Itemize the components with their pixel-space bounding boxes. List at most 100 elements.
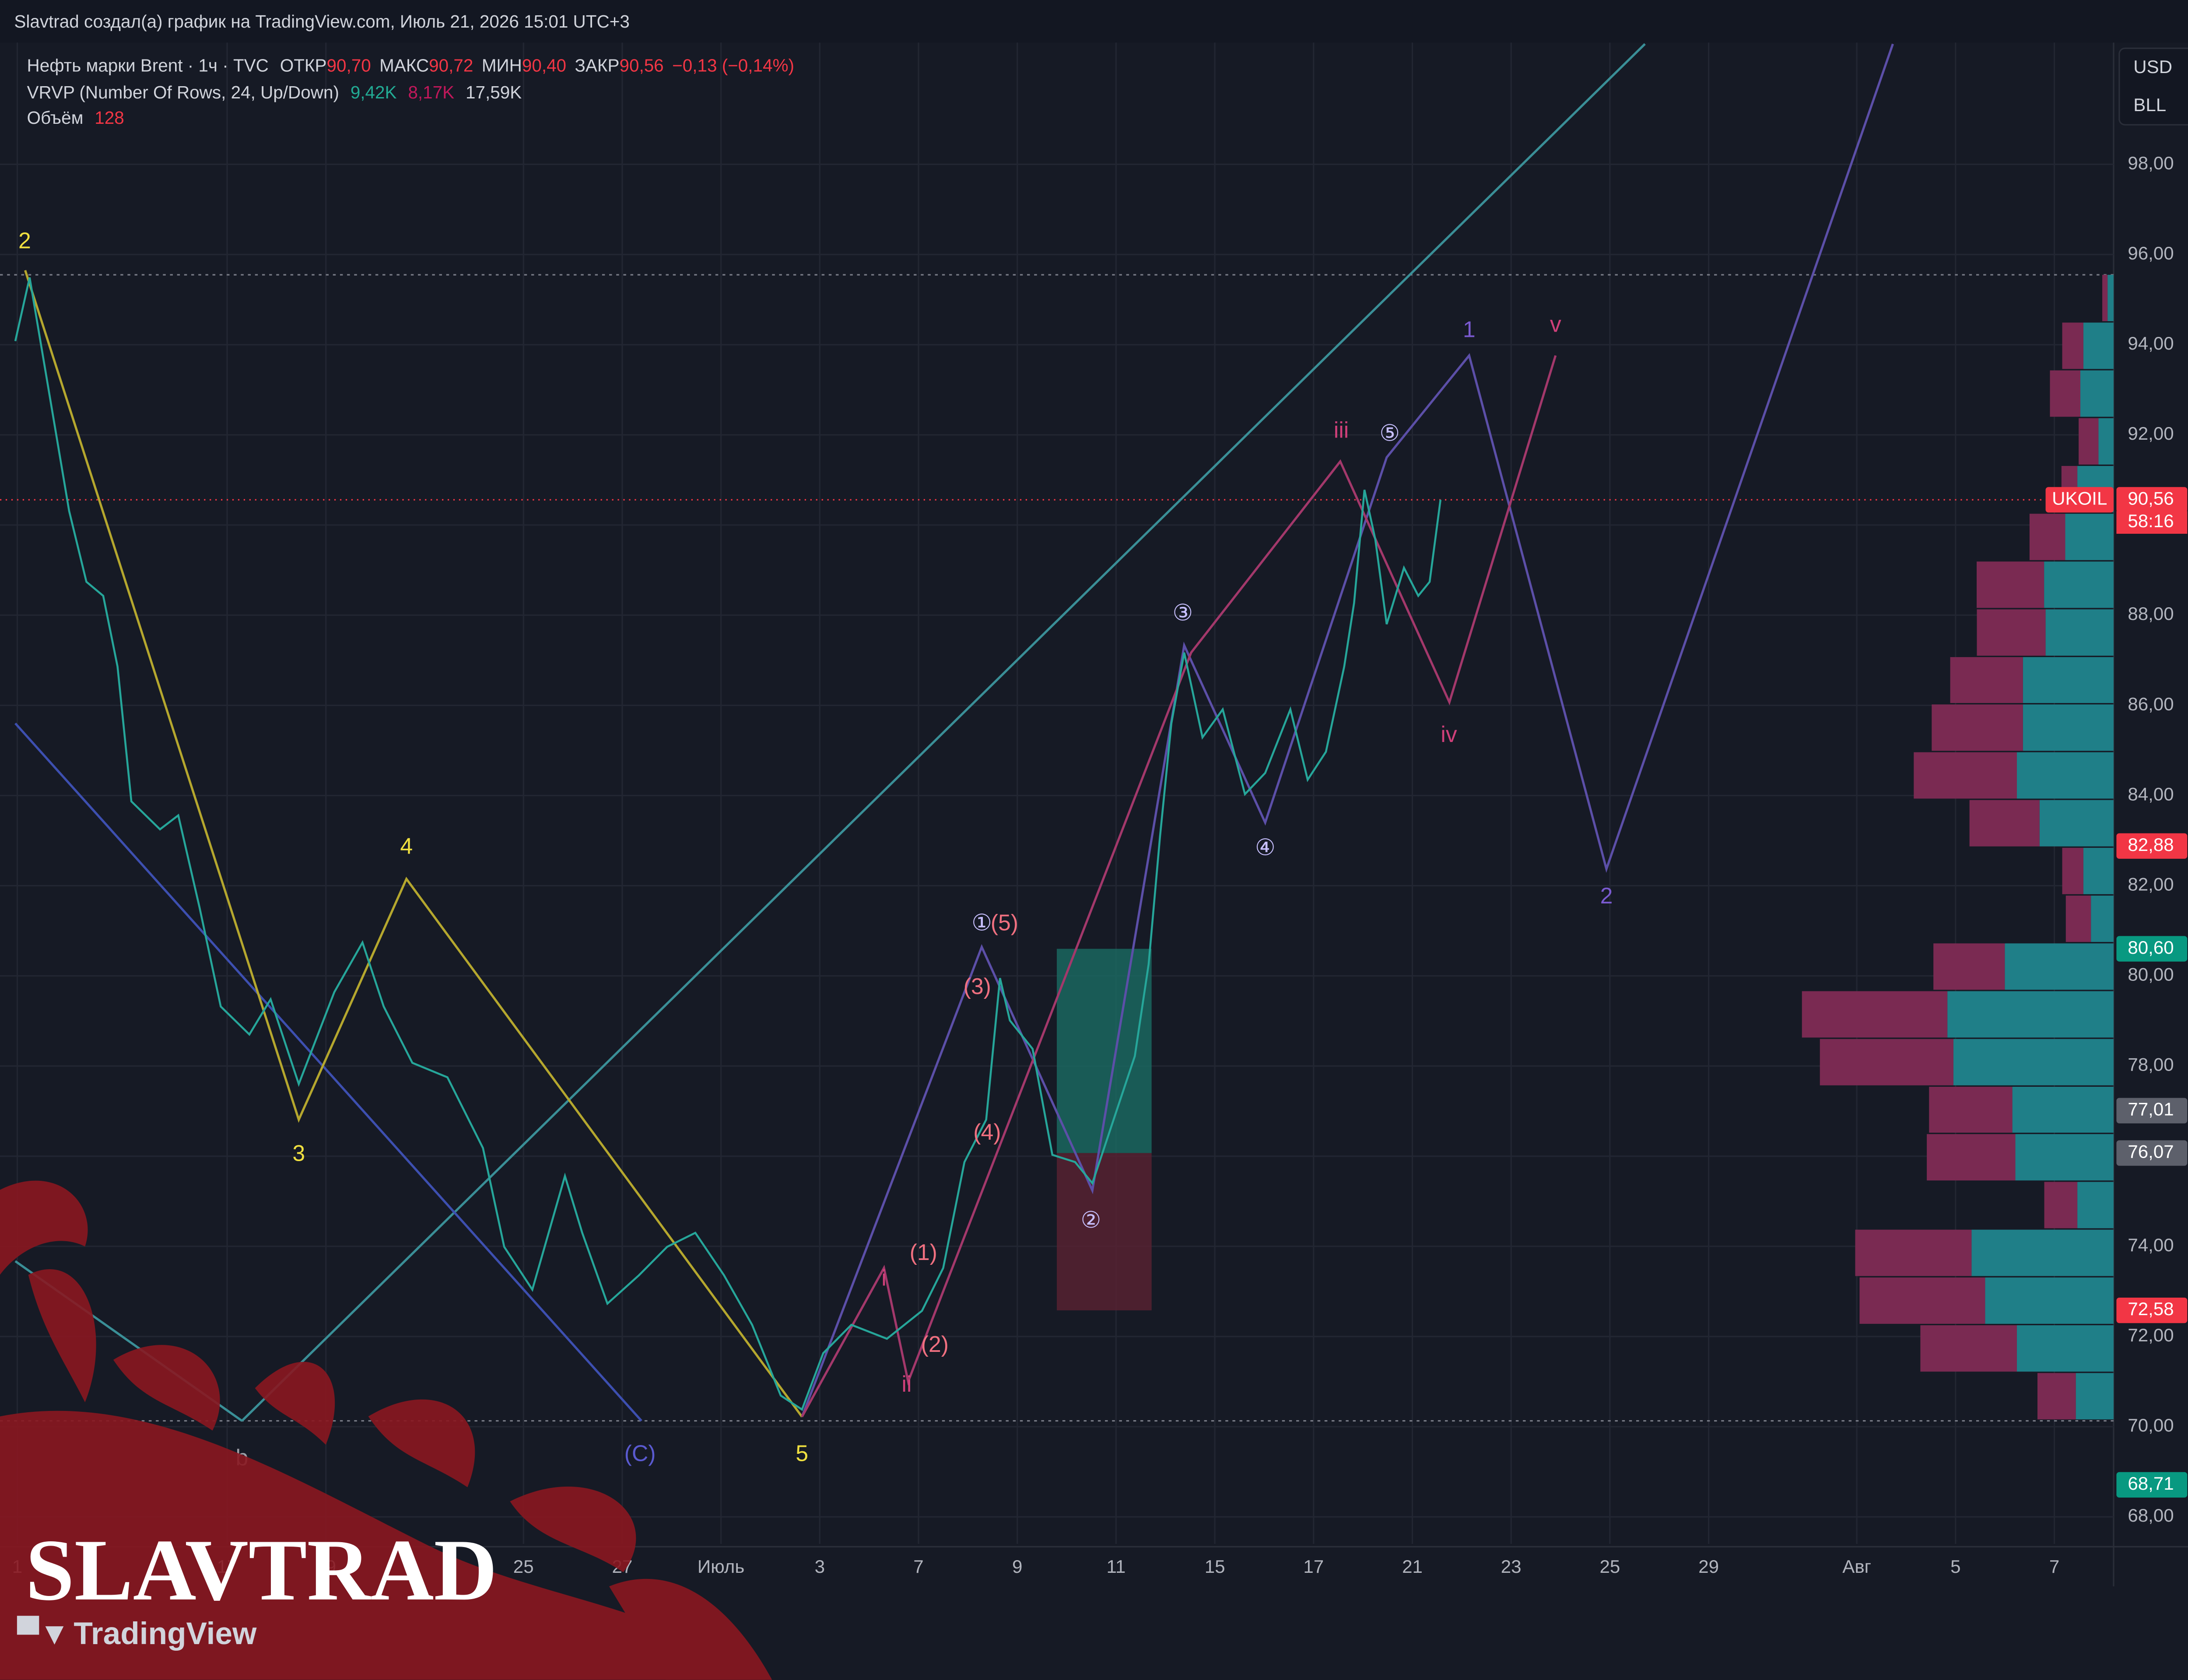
vp-up-bar — [2083, 322, 2114, 369]
y-tick-label: 78,00 — [2128, 1054, 2174, 1075]
trend-drawing — [241, 43, 1646, 1422]
legend-item: Нефть марки Brent · 1ч · TVC — [27, 55, 269, 75]
vp-up-bar — [2080, 370, 2114, 417]
y-tick-label: 80,00 — [2128, 964, 2174, 985]
attribution: Slavtrad создал(а) график на TradingView… — [14, 11, 629, 32]
ornament-base — [0, 1410, 765, 1680]
vp-up-bar — [2039, 800, 2114, 847]
price-badge-label: 90,56 — [2128, 488, 2174, 508]
y-tick-label: 98,00 — [2128, 153, 2174, 173]
y-tick-label: 96,00 — [2128, 243, 2174, 263]
wave-label: ⑤ — [1379, 420, 1399, 446]
wave-label: ① — [971, 910, 992, 935]
wave-label: 2 — [1600, 883, 1613, 908]
x-tick-label: 17 — [1303, 1556, 1324, 1577]
wave-label: 5 — [796, 1441, 808, 1466]
vp-up-bar — [2023, 704, 2114, 751]
vp-up-bar — [2077, 1182, 2114, 1228]
price-badge — [2116, 1297, 2188, 1323]
legend-item: 17,59K — [466, 82, 522, 102]
wave-label: (5) — [991, 910, 1018, 935]
trend-drawing — [14, 722, 642, 1422]
price-badge — [2116, 1472, 2188, 1498]
legend-item: МИН — [482, 55, 522, 75]
wave-label: 1 — [1463, 317, 1476, 342]
legend-item: 90,70 — [326, 55, 371, 75]
legend-item: 90,40 — [522, 55, 566, 75]
legend-item: ЗАКР — [575, 55, 619, 75]
symbol-label: UKOIL — [2052, 488, 2107, 508]
wave-label: (3) — [964, 973, 991, 999]
ornament-leaf — [609, 1578, 772, 1680]
legend-line: Нефть марки Brent · 1ч · TVC ОТКР90,70 МАК… — [27, 55, 794, 75]
y-tick-label: 92,00 — [2128, 423, 2174, 444]
vp-up-bar — [2005, 943, 2114, 990]
ornament-leaf — [255, 1362, 335, 1445]
countdown-badge — [2116, 511, 2188, 534]
symbol-badge — [2045, 487, 2114, 513]
watermark: SLAVTRAD TradingView ▀▼ — [17, 1522, 498, 1651]
y-tick-label: 74,00 — [2128, 1235, 2174, 1255]
vp-down-bar — [2050, 370, 2081, 417]
unit: BLL — [2133, 94, 2166, 115]
vp-down-bar — [2029, 514, 2065, 560]
legend-item: 128 — [95, 108, 124, 128]
vp-down-bar — [1855, 1229, 1972, 1276]
x-tick-label: 9 — [1012, 1556, 1022, 1577]
legend-item: 90,56 — [619, 55, 663, 75]
vp-down-bar — [1802, 991, 1948, 1038]
vp-up-bar — [2098, 418, 2114, 465]
ornament-leaf — [28, 1269, 96, 1403]
currency: USD — [2133, 56, 2172, 77]
y-tick-label: 88,00 — [2128, 603, 2174, 624]
x-tick-label: Июль — [698, 1556, 744, 1577]
legend-item: 9,42K — [351, 82, 397, 102]
x-tick-label: 7 — [913, 1556, 923, 1577]
trend-drawing — [24, 270, 803, 1418]
countdown: 58:16 — [2128, 511, 2174, 531]
vp-up-bar — [2016, 752, 2114, 799]
wave-label: i — [881, 1265, 887, 1291]
wave-label: ii — [901, 1371, 912, 1396]
x-tick-label: 3 — [815, 1556, 825, 1577]
y-tick-label: 84,00 — [2128, 784, 2174, 804]
y-tick-label: 86,00 — [2128, 693, 2174, 714]
vp-up-bar — [2044, 561, 2114, 608]
vp-down-bar — [1927, 1134, 2016, 1181]
vp-down-bar — [1932, 704, 2023, 751]
wave-label: 3 — [292, 1140, 305, 1166]
wave-label: 4 — [400, 833, 413, 859]
price-line — [14, 277, 1442, 1411]
wave-label: (1) — [910, 1239, 937, 1265]
x-tick-label: 5 — [1950, 1556, 1960, 1577]
trend-drawing — [801, 355, 1557, 1418]
vp-up-bar — [2015, 1134, 2114, 1181]
legend-item: 8,17K — [408, 82, 454, 102]
vp-up-bar — [1947, 991, 2114, 1038]
legend-item: МАКС — [379, 55, 429, 75]
wave-label: (2) — [921, 1331, 949, 1357]
vp-up-bar — [2023, 657, 2114, 703]
vp-down-bar — [1977, 561, 2044, 608]
brand-watermark: TradingView — [74, 1617, 257, 1651]
price-badge-label: 77,01 — [2128, 1099, 2174, 1120]
vp-up-bar — [1971, 1229, 2114, 1276]
vp-down-bar — [2037, 1373, 2076, 1420]
vp-down-bar — [2065, 896, 2091, 942]
legend-line: VRVP (Number Of Rows, 24, Up/Down) 9,42K 8… — [27, 82, 522, 102]
vp-up-bar — [2012, 1087, 2114, 1133]
plot-area — [0, 43, 2114, 1422]
vp-up-bar — [2045, 609, 2114, 656]
trend-drawing — [801, 43, 1894, 1418]
x-tick-label: 11 — [1107, 1556, 1126, 1577]
vp-down-bar — [2044, 1182, 2078, 1228]
wave-label: 2 — [18, 228, 31, 253]
price-badge — [2116, 833, 2188, 859]
vp-down-bar — [2062, 322, 2083, 369]
ornament-leaf — [510, 1486, 636, 1572]
vp-down-bar — [1933, 943, 2005, 990]
wave-label: ② — [1081, 1207, 1101, 1232]
price-badge — [2116, 1140, 2188, 1166]
